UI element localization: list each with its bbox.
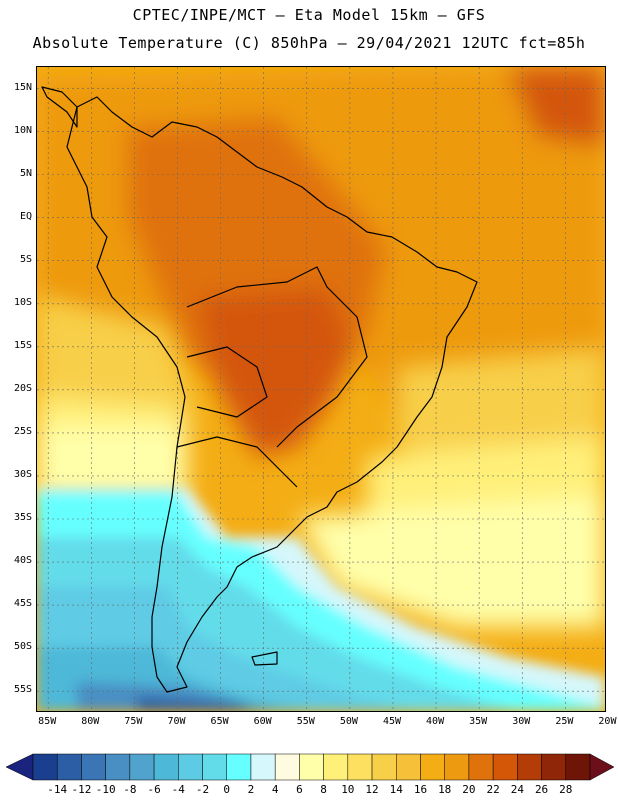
colorbar-tick-label: -8 xyxy=(123,783,137,796)
lat-tick-label: 40S xyxy=(13,555,32,567)
colorbar-cell xyxy=(492,753,518,781)
colorbar-tick-label: 8 xyxy=(320,783,327,796)
colorbar-cell xyxy=(299,753,324,781)
colorbar-tick-label: 22 xyxy=(486,783,500,796)
lat-tick-label: 10S xyxy=(13,296,32,308)
colorbar-min-arrow xyxy=(5,753,34,781)
lat-tick-label: 20S xyxy=(13,382,32,394)
colorbar-tick-label: -12 xyxy=(71,783,92,796)
colorbar-tick-label: 14 xyxy=(389,783,403,796)
lon-tick-label: 45W xyxy=(382,716,401,727)
colorbar-cell xyxy=(371,753,397,781)
colorbar-cell xyxy=(250,753,276,781)
colorbar-cell xyxy=(541,753,567,781)
colorbar-tick-label: -10 xyxy=(95,783,116,796)
lon-tick-label: 55W xyxy=(296,716,315,727)
colorbar-tick-label: 18 xyxy=(438,783,452,796)
colorbar-cell xyxy=(396,753,421,781)
lon-tick-label: 20W xyxy=(598,716,617,727)
colorbar-cell xyxy=(202,753,227,781)
colorbar-cell xyxy=(420,753,445,781)
colorbar-tick-label: 0 xyxy=(223,783,231,796)
colorbar-cell xyxy=(347,753,373,781)
colorbar-tick-label: 2 xyxy=(247,783,255,796)
lon-tick-label: 80W xyxy=(81,716,100,727)
colorbar-tick-label: -6 xyxy=(147,783,161,796)
falklands-outline xyxy=(251,651,278,666)
colorbar-cell xyxy=(468,753,494,781)
colorbar-tick-label: -14 xyxy=(47,783,68,796)
lat-tick-label: 5S xyxy=(19,253,32,265)
colorbar-cell xyxy=(517,753,542,781)
colorbar-cell xyxy=(274,753,300,781)
colorbar-cell xyxy=(105,753,131,781)
colorbar-tick-label: 12 xyxy=(365,783,379,796)
field-mid-layers xyxy=(37,297,605,627)
colorbar-tick-label: 6 xyxy=(296,783,303,796)
lat-tick-label: EQ xyxy=(19,210,32,222)
argentina-border xyxy=(176,436,298,488)
colorbar-cell xyxy=(81,753,106,781)
field-warm-layers xyxy=(37,67,605,457)
chart-title-line2: Absolute Temperature (C) 850hPa — 29/04/… xyxy=(32,34,586,52)
colorbar xyxy=(5,753,615,781)
lon-tick-label: 25W xyxy=(555,716,574,727)
colorbar-cell xyxy=(226,753,252,781)
colorbar-cell xyxy=(56,753,82,781)
lat-tick-label: 25S xyxy=(13,425,32,437)
lat-tick-label: 50S xyxy=(13,641,32,653)
colorbar-max-arrow xyxy=(589,753,615,781)
south-america-outline xyxy=(66,96,478,693)
lon-tick-label: 70W xyxy=(167,716,186,727)
lon-tick-label: 30W xyxy=(512,716,531,727)
bolivia-border xyxy=(186,346,268,418)
lon-tick-label: 40W xyxy=(426,716,445,727)
colorbar-tick-label: 28 xyxy=(559,783,573,796)
lon-tick-label: 85W xyxy=(38,716,57,727)
colorbar-cell xyxy=(444,753,470,781)
colorbar-tick-label: 16 xyxy=(413,783,428,796)
lat-tick-label: 45S xyxy=(13,598,32,610)
colorbar-cell xyxy=(323,753,349,781)
colorbar-tick-label: 24 xyxy=(510,783,524,796)
colorbar-tick-label: 4 xyxy=(271,783,279,796)
lat-tick-label: 5N xyxy=(19,167,32,179)
chart-title-line1: CPTEC/INPE/MCT — Eta Model 15km — GFS xyxy=(132,6,486,24)
colorbar-tick-label: 10 xyxy=(341,783,355,796)
temperature-map xyxy=(36,66,606,712)
colorbar-tick-label: -2 xyxy=(195,783,210,796)
temperature-map-svg xyxy=(37,67,605,711)
lat-tick-label: 15S xyxy=(13,339,32,351)
colorbar-tick-label: 26 xyxy=(534,783,549,796)
lat-tick-label: 30S xyxy=(13,468,32,480)
lon-tick-label: 50W xyxy=(339,716,358,727)
lat-tick-label: 35S xyxy=(13,512,32,523)
lat-tick-label: 10N xyxy=(13,124,32,136)
central-america-outline xyxy=(41,86,78,128)
lon-tick-label: 60W xyxy=(253,716,272,727)
lon-tick-label: 75W xyxy=(124,716,143,727)
colorbar-cell xyxy=(565,753,591,781)
lon-tick-label: 35W xyxy=(469,716,488,727)
colorbar-cell xyxy=(129,753,155,781)
colorbar-cell xyxy=(178,753,203,781)
lat-tick-label: 55S xyxy=(13,684,32,696)
lat-tick-label: 15N xyxy=(13,81,32,93)
colorbar-cell xyxy=(32,753,58,781)
lon-tick-label: 65W xyxy=(210,716,229,727)
colorbar-tick-label: -4 xyxy=(171,783,185,796)
coastline xyxy=(41,86,478,693)
colorbar-tick-label: 20 xyxy=(462,783,476,796)
colorbar-cell xyxy=(153,753,179,781)
field-cold-layers xyxy=(37,487,605,711)
brazil-border xyxy=(186,266,368,448)
graticule xyxy=(37,67,605,711)
